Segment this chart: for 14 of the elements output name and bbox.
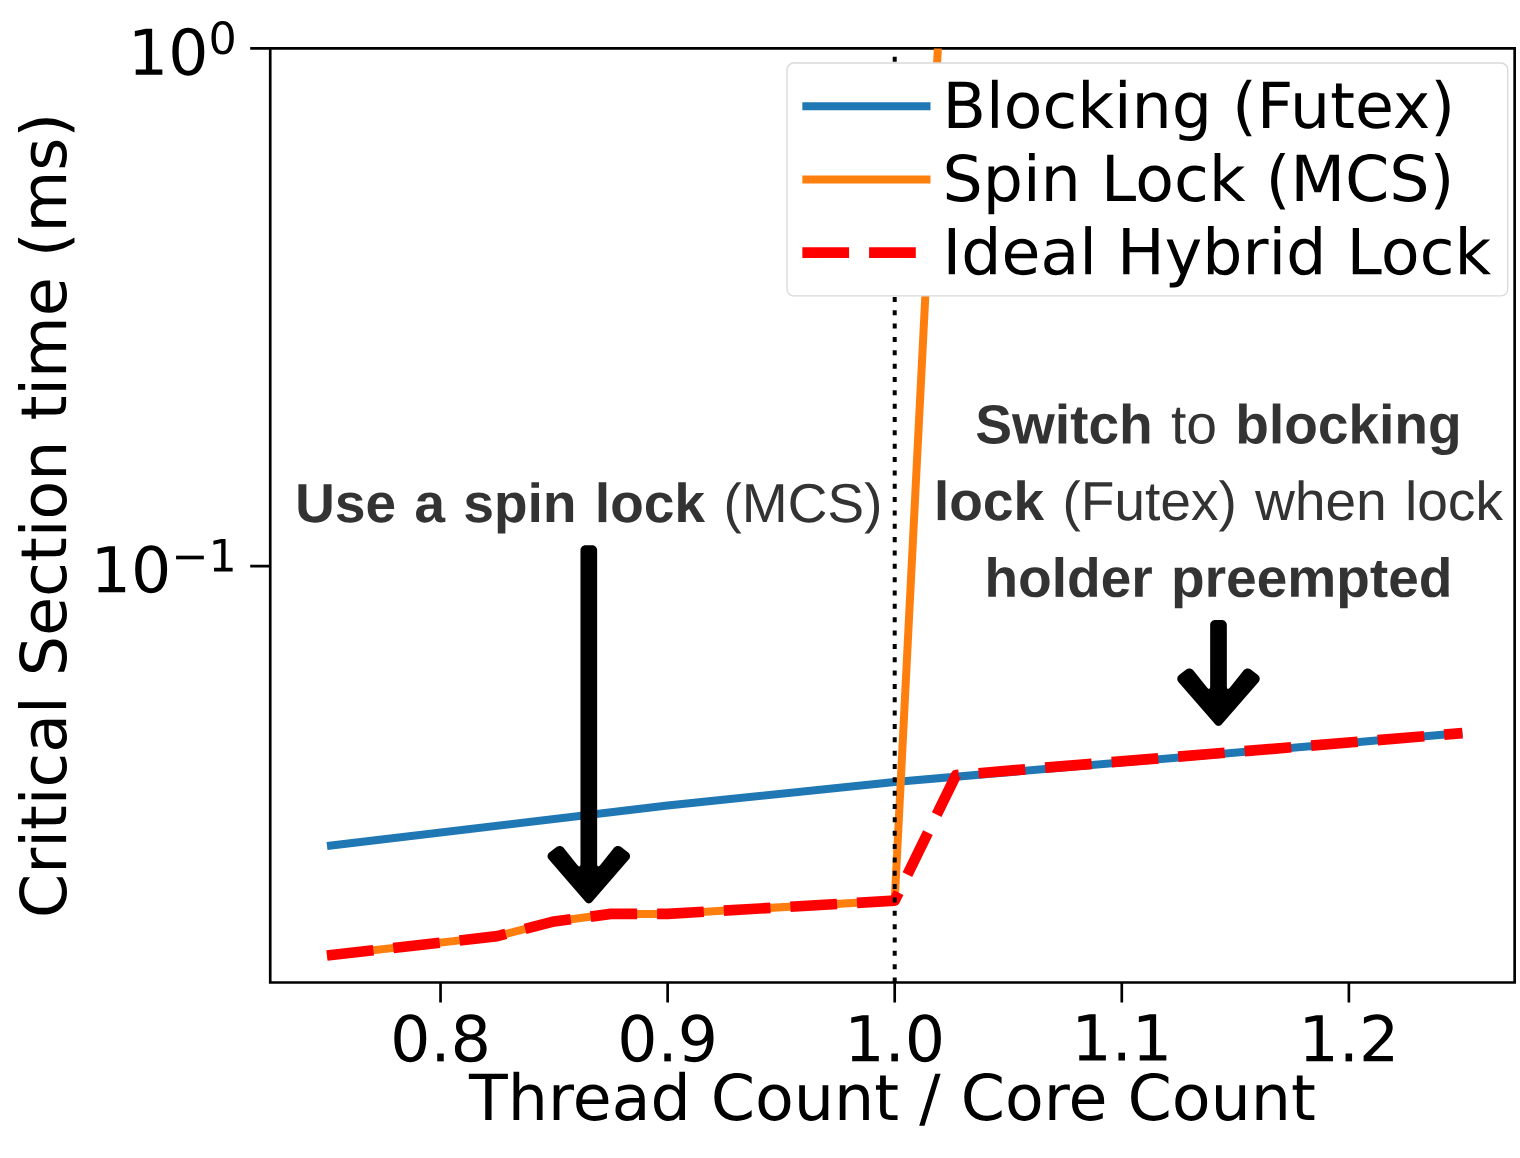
annotation: Use a spin lock (MCS) [298,482,880,534]
x-tick-label: 1.1 [1078,1014,1167,1061]
legend-label: Spin Lock (MCS) [946,153,1449,215]
y-tick-label: 10$^{0}$ [134,21,234,76]
x-tick-label: 0.9 [621,1014,714,1063]
x-tick-label: 1.0 [851,1014,941,1063]
text: Switch to blocking lock (Futex) when lock holder preempted [937,403,1504,609]
legend-label: Blocking (Futex) [948,79,1450,142]
legend-label: Ideal Hybrid Lock [948,226,1492,288]
y-tick-label: 10$^{−1}$ [97,539,233,594]
x-axis-title: Thread Count / Core Count [468,1072,1315,1127]
x-tick-label: 0.8 [394,1014,487,1063]
y-axis-title: Critical Section time (ms) [17,118,75,915]
x-tick-label: 1.2 [1305,1014,1393,1062]
